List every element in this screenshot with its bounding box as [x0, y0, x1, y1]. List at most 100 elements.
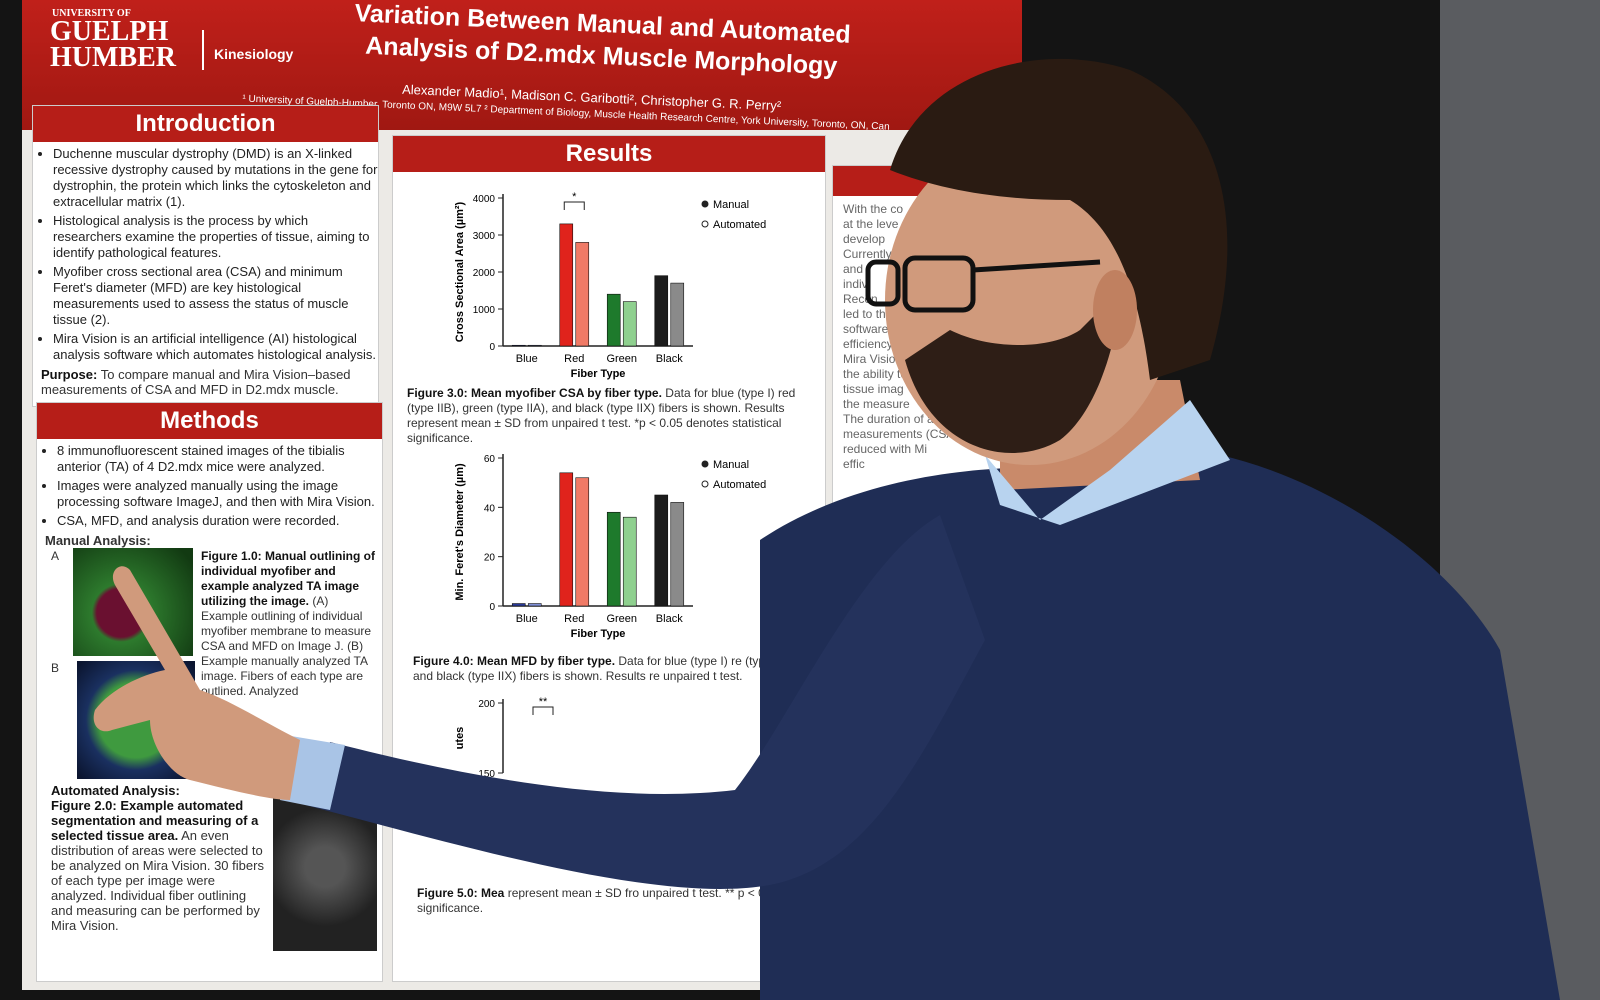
y-tick-label: 0	[489, 342, 495, 353]
legend-label: Manual	[713, 199, 749, 211]
logo-divider	[202, 30, 204, 70]
legend-swatch	[701, 480, 709, 488]
x-tick-label: Red	[564, 353, 584, 365]
significance-label: **	[539, 696, 548, 708]
bar-chart: 0 1000 2000 3000 4000 Cross Sectional Area (µ…	[454, 191, 766, 380]
figure-title: Figure 1.0: Manual outlining of individu…	[201, 549, 375, 608]
hand	[93, 566, 300, 800]
bar	[527, 344, 542, 347]
bar	[559, 223, 574, 347]
bar	[654, 275, 669, 347]
bar	[575, 477, 590, 607]
department: Kinesiology	[214, 46, 294, 62]
y-axis-label: Min. Feret's Diameter (µm)	[454, 463, 466, 601]
figure-text: (A) Example outlining of individual myof…	[201, 594, 372, 698]
x-tick-label: Red	[564, 613, 584, 625]
bar	[559, 472, 574, 607]
y-tick-label: 60	[484, 454, 496, 465]
x-tick-label: Black	[656, 613, 683, 625]
figure-caption: Figure 5.0: Mea represent mean ± SD fro …	[417, 886, 817, 916]
text-line: tissue imag	[843, 382, 904, 396]
y-tick-label: 200	[478, 699, 495, 710]
text-line: the ability to	[843, 367, 908, 381]
text-line: indivi	[843, 277, 871, 291]
legend-swatch	[701, 460, 709, 468]
bar	[511, 603, 526, 607]
figure-caption: Figure 3.0: Mean myofiber CSA by fiber t…	[407, 386, 817, 446]
figure-caption: Automated Analysis: Figure 2.0: Example a…	[51, 783, 271, 933]
legend-label: Automated	[713, 479, 766, 491]
y-tick-label: 3000	[473, 231, 496, 242]
text-line: effic	[843, 457, 865, 471]
collar	[985, 400, 1230, 525]
x-axis-label: Fiber Type	[571, 368, 626, 380]
bar	[606, 511, 621, 607]
automated-label: Automated Analysis:	[51, 783, 180, 798]
y-tick-label: 40	[484, 503, 496, 514]
text-line: efficiency a	[843, 337, 903, 351]
y-tick-label: 150	[478, 769, 495, 780]
bullet: Histological analysis is the process by …	[53, 213, 378, 261]
bullet: Duchenne muscular dystrophy (DMD) is an …	[53, 146, 378, 210]
methods-panel: Methods 8 immunofluorescent stained imag…	[36, 402, 383, 982]
bullet: CSA, MFD, and analysis duration were rec…	[57, 513, 382, 529]
bullet: Mira Vision is an artificial intelligenc…	[53, 331, 378, 363]
y-tick-label: 2000	[473, 268, 496, 279]
y-tick-label: 20	[484, 553, 496, 564]
bar-chart: 150 200 utes **	[454, 696, 554, 780]
panel-label: B	[51, 661, 60, 675]
text-line: reduced with Mi	[843, 442, 928, 456]
significance-bracket	[563, 201, 585, 210]
bar	[527, 603, 542, 607]
y-tick-label: 0	[489, 602, 495, 613]
section-heading: Methods	[37, 403, 382, 439]
bar	[575, 242, 590, 347]
figure-text: represent mean ± SD fro unpaired t test.…	[417, 886, 817, 915]
y-tick-label: 1000	[473, 305, 496, 316]
text-line: at the leve	[843, 217, 899, 231]
bar-chart: 0 20 40 60 Min. Feret's Diameter (µm) Blue Red…	[454, 454, 766, 640]
ear	[1093, 270, 1137, 350]
figure-title: Figure 3.0: Mean myofiber CSA by fiber t…	[407, 386, 662, 400]
sleeve	[305, 515, 985, 889]
bar	[511, 344, 526, 347]
section-heading: Introduction	[33, 106, 378, 142]
x-tick-label: Green	[606, 613, 637, 625]
figure-text: Data for blue (type I) re (type IIA), an…	[413, 654, 798, 683]
legend-label: Automated	[713, 219, 766, 231]
bullet: Myofiber cross sectional area (CSA) and …	[53, 264, 378, 328]
x-tick-label: Green	[606, 353, 637, 365]
x-tick-label: Blue	[516, 613, 538, 625]
text-line: With the co	[843, 202, 904, 216]
text-line: Mira Vision	[843, 352, 903, 366]
legend-label: Manual	[713, 459, 749, 471]
beard	[905, 290, 1120, 454]
figure-title: Figure 2.0: Example automated segmentati…	[51, 798, 259, 843]
bullet: 8 immunofluorescent stained images of th…	[57, 443, 382, 475]
text-line: software	[843, 322, 889, 336]
figure-title: Figure 5.0: Mea	[417, 886, 505, 900]
bullet-list: Duchenne muscular dystrophy (DMD) is an …	[33, 146, 378, 363]
figure-caption: Figure 4.0: Mean MFD by fiber type. Data…	[413, 654, 813, 684]
x-tick-label: Black	[656, 353, 683, 365]
bar	[622, 516, 637, 607]
text-line: the measure	[843, 397, 910, 411]
x-tick-label: Blue	[516, 353, 538, 365]
legend-swatch	[701, 200, 709, 208]
y-axis-label: Cross Sectional Area (µm²)	[454, 201, 466, 342]
significance-label: *	[572, 191, 577, 203]
manual-label: Manual Analysis:	[45, 533, 151, 548]
bullet-list: 8 immunofluorescent stained images of th…	[37, 443, 382, 529]
text-line: Currently	[843, 247, 892, 261]
purpose-label: Purpose:	[41, 367, 98, 382]
text-line: led to th	[843, 307, 886, 321]
logo-line: HUMBER	[50, 42, 176, 73]
bar	[654, 494, 669, 607]
significance-bracket	[532, 706, 554, 715]
figure-text: An even distribution of areas were selec…	[51, 828, 264, 933]
text-line: and	[843, 262, 864, 276]
bar	[622, 301, 637, 347]
purpose: Purpose: To compare manual and Mira Visi…	[33, 367, 378, 397]
